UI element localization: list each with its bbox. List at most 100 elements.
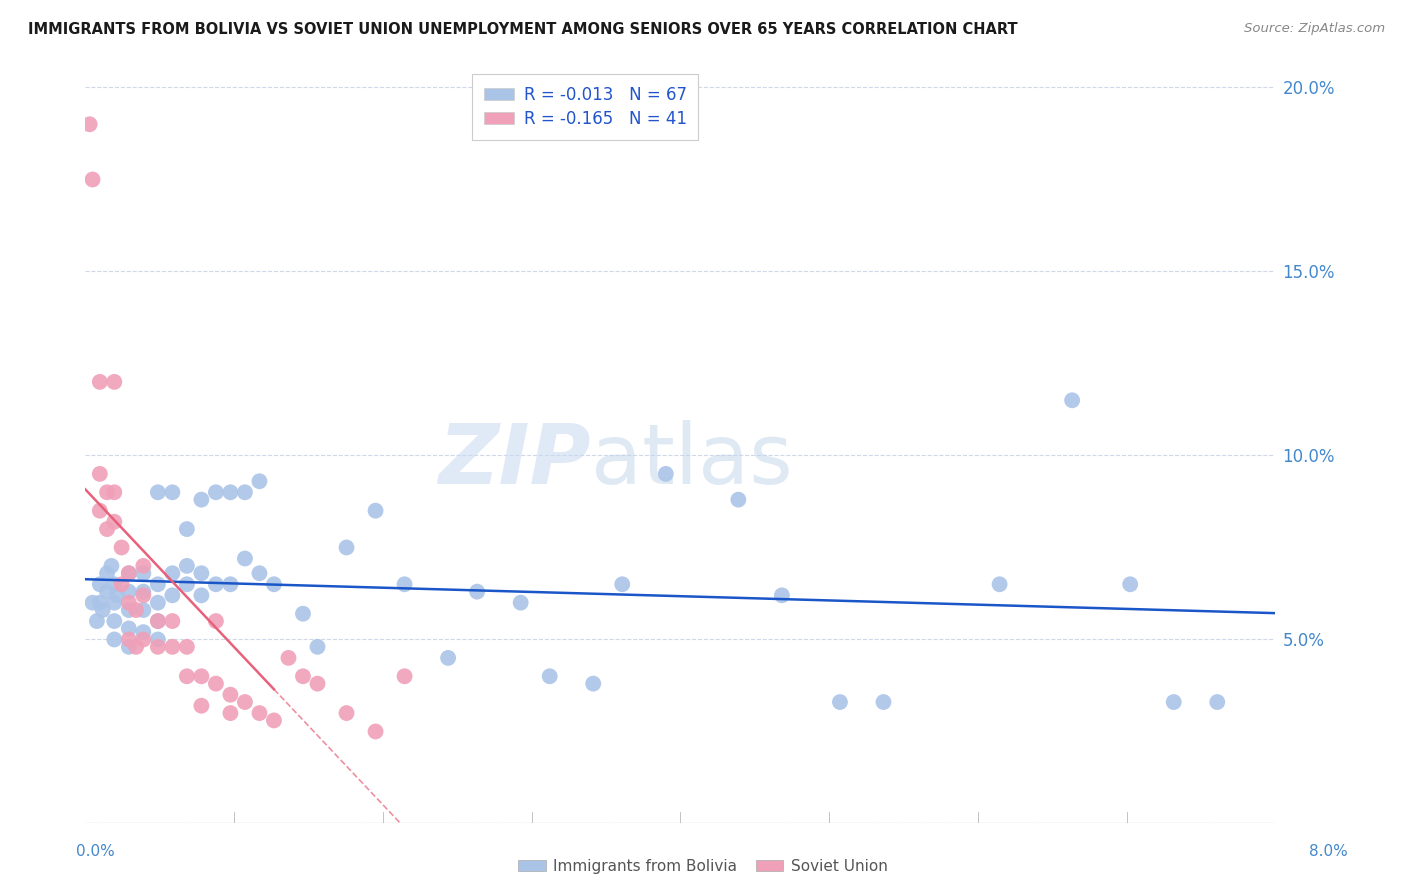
Point [249, 566, 271, 581]
Point [132, 603, 155, 617]
Point [89, 504, 111, 518]
Point [291, 669, 314, 683]
Point [263, 577, 285, 591]
Point [96, 584, 118, 599]
Text: IMMIGRANTS FROM BOLIVIA VS SOVIET UNION UNEMPLOYMENT AMONG SENIORS OVER 65 YEARS: IMMIGRANTS FROM BOLIVIA VS SOVIET UNION … [28, 22, 1018, 37]
Point [291, 607, 314, 621]
Text: 8.0%: 8.0% [1309, 845, 1348, 859]
Point [91, 603, 114, 617]
Point [612, 577, 634, 591]
Point [103, 375, 125, 389]
Point [118, 632, 141, 647]
Point [146, 640, 169, 654]
Point [988, 577, 1011, 591]
Point [205, 577, 228, 591]
Point [219, 485, 242, 500]
Point [96, 522, 118, 536]
Point [249, 475, 271, 489]
Point [655, 467, 678, 481]
Point [103, 596, 125, 610]
Legend: Immigrants from Bolivia, Soviet Union: Immigrants from Bolivia, Soviet Union [512, 853, 894, 880]
Point [146, 485, 169, 500]
Point [176, 522, 198, 536]
Point [89, 596, 111, 610]
Point [146, 614, 169, 628]
Point [394, 577, 416, 591]
Point [89, 577, 111, 591]
Point [190, 588, 212, 602]
Point [1206, 695, 1229, 709]
Point [277, 651, 299, 665]
Point [118, 584, 141, 599]
Point [364, 504, 387, 518]
Point [233, 485, 256, 500]
Point [394, 669, 416, 683]
Point [770, 588, 793, 602]
Point [103, 632, 125, 647]
Point [82, 596, 104, 610]
Point [162, 640, 184, 654]
Point [79, 117, 101, 131]
Point [132, 566, 155, 581]
Text: Source: ZipAtlas.com: Source: ZipAtlas.com [1244, 22, 1385, 36]
Point [1062, 393, 1084, 408]
Point [146, 632, 169, 647]
Point [233, 551, 256, 566]
Point [132, 588, 155, 602]
Point [233, 695, 256, 709]
Point [176, 669, 198, 683]
Point [89, 375, 111, 389]
Point [162, 614, 184, 628]
Point [86, 614, 108, 628]
Point [125, 640, 148, 654]
Point [582, 676, 605, 690]
Text: ZIP: ZIP [439, 420, 591, 500]
Point [437, 651, 460, 665]
Text: atlas: atlas [591, 420, 793, 500]
Point [219, 706, 242, 720]
Point [335, 706, 357, 720]
Point [146, 596, 169, 610]
Point [110, 541, 132, 555]
Point [162, 566, 184, 581]
Point [118, 566, 141, 581]
Point [249, 706, 271, 720]
Point [110, 577, 132, 591]
Point [103, 577, 125, 591]
Point [828, 695, 851, 709]
Point [82, 172, 104, 186]
Point [132, 632, 155, 647]
Point [103, 485, 125, 500]
Point [364, 724, 387, 739]
Point [118, 603, 141, 617]
Point [162, 485, 184, 500]
Point [118, 596, 141, 610]
Point [132, 584, 155, 599]
Point [118, 622, 141, 636]
Point [263, 714, 285, 728]
Point [96, 566, 118, 581]
Point [509, 596, 531, 610]
Point [162, 588, 184, 602]
Point [190, 698, 212, 713]
Point [100, 558, 122, 573]
Point [727, 492, 749, 507]
Point [219, 577, 242, 591]
Point [190, 566, 212, 581]
Point [132, 558, 155, 573]
Point [176, 558, 198, 573]
Point [146, 577, 169, 591]
Point [219, 688, 242, 702]
Point [89, 467, 111, 481]
Point [118, 566, 141, 581]
Point [205, 676, 228, 690]
Point [118, 640, 141, 654]
Point [205, 485, 228, 500]
Point [105, 588, 128, 602]
Point [96, 485, 118, 500]
Point [1163, 695, 1185, 709]
Point [190, 669, 212, 683]
Point [1119, 577, 1142, 591]
Text: 0.0%: 0.0% [76, 845, 115, 859]
Point [307, 676, 329, 690]
